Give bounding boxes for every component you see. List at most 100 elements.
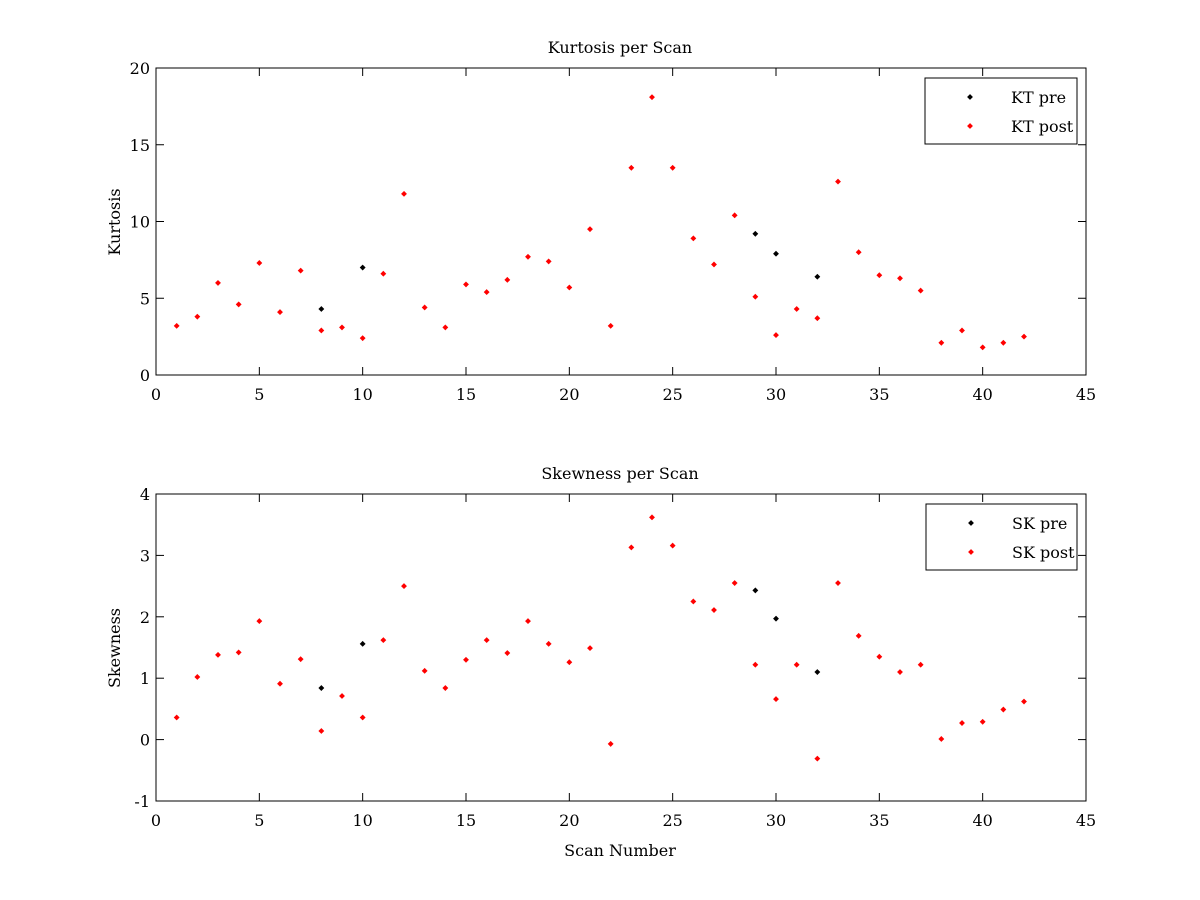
- kurtosis-series-post: [173, 94, 1027, 351]
- skewness-x-tick-label: 10: [352, 811, 372, 830]
- kurtosis-data-point: [235, 301, 242, 308]
- kurtosis-data-point: [814, 273, 821, 280]
- kurtosis-x-tick-label: 40: [972, 385, 992, 404]
- kurtosis-data-point: [318, 327, 325, 334]
- skewness-data-point: [876, 653, 883, 660]
- skewness-data-point: [277, 680, 283, 687]
- kurtosis-data-point: [1000, 339, 1007, 346]
- skewness-data-point: [1000, 706, 1007, 713]
- skewness-data-point: [752, 587, 759, 594]
- skewness-data-point: [215, 651, 221, 658]
- skewness-x-tick-label: 45: [1076, 811, 1096, 830]
- kurtosis-data-point: [649, 94, 655, 101]
- skewness-data-point: [566, 659, 573, 666]
- skewness-legend: SK pre SK post: [925, 503, 1078, 571]
- skewness-data-point: [504, 650, 511, 656]
- skewness-x-tick-label: 25: [662, 811, 682, 830]
- skewness-y-tick-label: 2: [140, 608, 150, 627]
- kurtosis-data-point: [876, 272, 883, 279]
- skewness-data-point: [628, 544, 635, 551]
- skewness-data-point: [525, 618, 531, 625]
- kurtosis-data-point: [690, 235, 697, 242]
- kurtosis-data-point: [835, 178, 841, 185]
- kurtosis-data-point: [752, 230, 759, 237]
- skewness-data-point: [711, 607, 717, 613]
- skewness-data-point: [938, 736, 945, 742]
- kurtosis-legend-marker: [967, 123, 973, 129]
- kurtosis-x-tick-label: 15: [456, 385, 476, 404]
- skewness-data-point: [359, 640, 366, 647]
- skewness-axes-box: [155, 493, 1087, 802]
- skewness-data-point: [421, 667, 428, 674]
- kurtosis-legend: KT pre KT post: [924, 77, 1078, 145]
- skewness-plot: Skewness per Scan Skewness Scan Number 0…: [105, 464, 1096, 860]
- skewness-data-point: [835, 580, 841, 586]
- kurtosis-data-point: [959, 327, 965, 334]
- kurtosis-data-point: [339, 324, 345, 331]
- skewness-y-tick-label: -1: [134, 792, 150, 811]
- skewness-x-tick-label: 30: [766, 811, 786, 830]
- skewness-data-point: [380, 637, 387, 644]
- kurtosis-series-pre: [318, 230, 821, 312]
- skewness-data-point: [814, 669, 821, 675]
- skewness-x-tick-label: 5: [254, 811, 264, 830]
- skewness-data-point: [649, 514, 655, 521]
- skewness-y-tick-label: 1: [140, 669, 150, 688]
- skewness-plot-title: Skewness per Scan: [541, 464, 698, 483]
- skewness-data-point: [607, 740, 614, 747]
- kurtosis-data-point: [463, 281, 469, 288]
- skewness-data-point: [256, 618, 263, 625]
- kurtosis-data-point: [897, 275, 903, 282]
- skewness-data-point: [731, 580, 738, 586]
- kurtosis-y-tick-label: 15: [130, 136, 150, 155]
- kurtosis-data-point: [731, 212, 738, 219]
- kurtosis-data-point: [979, 344, 986, 351]
- kurtosis-data-point: [297, 267, 304, 274]
- kurtosis-data-point: [215, 279, 221, 286]
- skewness-data-point: [690, 598, 697, 605]
- kurtosis-data-point: [173, 322, 180, 329]
- kurtosis-data-point: [401, 190, 407, 197]
- kurtosis-legend-label: KT post: [1011, 117, 1074, 136]
- kurtosis-x-tick-label: 20: [559, 385, 579, 404]
- skewness-series-post: [173, 514, 1027, 762]
- skewness-legend-marker: [968, 520, 974, 526]
- kurtosis-y-tick-label: 0: [140, 366, 150, 385]
- kurtosis-data-point: [1021, 333, 1027, 340]
- skewness-x-tick-label: 40: [972, 811, 992, 830]
- skewness-x-tick-label: 35: [869, 811, 889, 830]
- skewness-legend-marker: [968, 549, 974, 555]
- kurtosis-x-tick-label: 10: [352, 385, 372, 404]
- kurtosis-data-point: [380, 270, 387, 277]
- skewness-data-point: [339, 693, 345, 699]
- kurtosis-legend-marker: [967, 94, 973, 100]
- kurtosis-data-point: [421, 304, 428, 311]
- kurtosis-data-point: [752, 293, 759, 300]
- skewness-data-point: [359, 714, 366, 721]
- skewness-y-tick-label: 4: [140, 485, 150, 504]
- kurtosis-data-point: [545, 258, 552, 265]
- skewness-data-point: [1021, 698, 1027, 705]
- kurtosis-data-point: [814, 315, 821, 322]
- skewness-data-point: [545, 640, 552, 647]
- skewness-x-tick-label: 15: [456, 811, 476, 830]
- skewness-legend-label: SK post: [1012, 543, 1075, 562]
- kurtosis-x-tick-label: 0: [151, 385, 161, 404]
- skewness-data-point: [855, 632, 862, 639]
- kurtosis-plot: Kurtosis per Scan Kurtosis 0 5 10 15 20 25 30 3…: [105, 38, 1096, 404]
- kurtosis-data-point: [504, 276, 511, 283]
- kurtosis-data-point: [277, 309, 283, 315]
- skewness-data-point: [752, 661, 759, 668]
- skewness-y-axis-label: Skewness: [105, 608, 124, 688]
- kurtosis-y-tick-label: 20: [130, 59, 150, 78]
- skewness-y-tick-label: 0: [140, 731, 150, 750]
- kurtosis-data-point: [607, 322, 614, 329]
- kurtosis-data-point: [855, 249, 862, 256]
- kurtosis-data-point: [773, 250, 779, 257]
- skewness-y-tick-label: 3: [140, 546, 150, 565]
- skewness-data-point: [773, 696, 779, 703]
- skewness-data-point: [194, 674, 201, 680]
- kurtosis-data-point: [628, 164, 635, 171]
- kurtosis-data-point: [359, 335, 366, 342]
